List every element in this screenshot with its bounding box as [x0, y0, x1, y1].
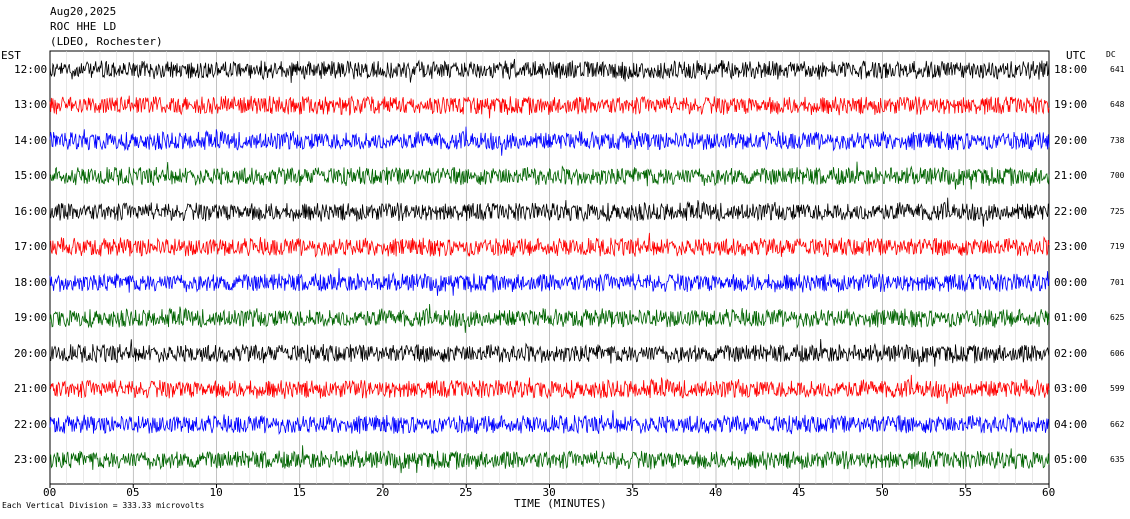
- trace-row-1500: [49, 161, 1050, 190]
- row-label-utc: 20:00: [1054, 133, 1088, 147]
- trace-row-2300: [49, 445, 1050, 474]
- row-dc-value: 701: [1110, 277, 1125, 287]
- row-label-utc: 23:00: [1054, 240, 1088, 254]
- trace-row-2100: [49, 374, 1050, 404]
- footer-scale-note: Each Vertical Division = 333.33 microvol…: [2, 501, 205, 510]
- x-tick-label: 30: [542, 486, 556, 499]
- row-dc-value: 738: [1110, 135, 1125, 145]
- x-tick-label: 55: [958, 486, 972, 499]
- row-dc-value: 725: [1110, 206, 1125, 216]
- row-label-local: 23:00: [14, 452, 48, 466]
- trace-row-1800: [49, 268, 1050, 296]
- trace-row-1200: [49, 58, 1050, 83]
- trace-row-1700: [49, 232, 1050, 258]
- row-label-utc: 04:00: [1054, 417, 1088, 431]
- trace-row-2000: [49, 338, 1050, 367]
- row-dc-value: 648: [1110, 100, 1125, 110]
- trace-row-1600: [49, 197, 1050, 227]
- row-dc-value: 635: [1110, 454, 1125, 464]
- x-tick-label: 15: [292, 486, 306, 499]
- row-label-local: 22:00: [14, 417, 48, 431]
- x-tick-label: 50: [875, 486, 889, 499]
- header-station: ROC HHE LD: [50, 20, 117, 33]
- trace-row-2200: [49, 410, 1050, 436]
- row-dc-value: 606: [1110, 348, 1125, 358]
- x-tick-label: 60: [1042, 486, 1056, 499]
- dc-header: DC: [1106, 50, 1116, 59]
- row-label-utc: 00:00: [1054, 275, 1088, 289]
- row-label-utc: 02:00: [1054, 346, 1088, 360]
- header-date: Aug20,2025: [50, 5, 117, 18]
- row-dc-value: 641: [1110, 65, 1125, 74]
- row-dc-value: 625: [1110, 313, 1125, 323]
- x-tick-label: 20: [376, 486, 390, 499]
- x-tick-label: 05: [126, 486, 140, 499]
- right-timezone: UTC: [1066, 49, 1086, 62]
- row-label-utc: 22:00: [1054, 204, 1088, 218]
- row-label-local: 14:00: [14, 133, 48, 147]
- row-label-utc: 19:00: [1054, 98, 1088, 112]
- row-label-utc: 03:00: [1054, 382, 1088, 396]
- row-label-local: 18:00: [14, 275, 48, 289]
- row-label-utc: 01:00: [1054, 311, 1088, 325]
- x-tick-label: 45: [792, 486, 806, 499]
- row-label-local: 16:00: [14, 204, 48, 218]
- x-tick-label: 35: [625, 486, 639, 499]
- row-label-local: 19:00: [14, 311, 48, 325]
- row-label-utc: 05:00: [1054, 452, 1088, 466]
- row-label-local: 13:00: [14, 98, 48, 112]
- row-label-utc: 18:00: [1054, 63, 1088, 76]
- x-tick-label: 40: [709, 486, 723, 499]
- row-label-local: 17:00: [14, 240, 48, 254]
- x-axis-title: TIME (MINUTES): [514, 497, 607, 510]
- header-network: (LDEO, Rochester): [50, 35, 163, 48]
- row-label-local: 15:00: [14, 169, 48, 183]
- trace-row-1300: [49, 95, 1050, 119]
- x-tick-label: 25: [459, 486, 473, 499]
- row-label-local: 21:00: [14, 382, 48, 396]
- x-tick-label: 10: [209, 486, 223, 499]
- left-timezone: EST: [1, 49, 21, 62]
- row-dc-value: 719: [1110, 242, 1125, 252]
- x-tick-label: 00: [43, 486, 57, 499]
- row-label-local: 20:00: [14, 346, 48, 360]
- trace-row-1400: [49, 126, 1050, 156]
- row-dc-value: 599: [1110, 384, 1125, 394]
- trace-row-1900: [49, 303, 1050, 333]
- row-dc-value: 662: [1110, 419, 1125, 429]
- row-label-utc: 21:00: [1054, 169, 1088, 183]
- row-dc-value: 700: [1110, 171, 1125, 181]
- row-label-local: 12:00: [14, 63, 48, 76]
